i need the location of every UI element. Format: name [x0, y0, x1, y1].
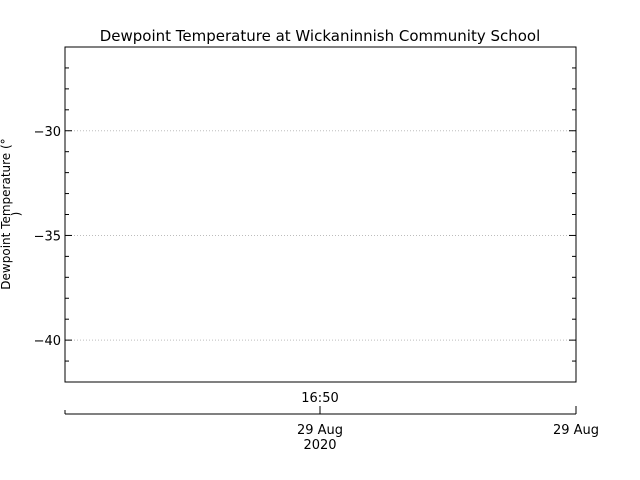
- y-tick-label: −30: [34, 125, 61, 140]
- y-tick-labels: −30 −35 −40: [34, 125, 61, 349]
- x-date-label-1: 29 Aug: [297, 423, 343, 438]
- axis-ticks: [65, 46, 576, 383]
- plot-area-frame: [64, 46, 577, 383]
- y-axis-label-line1: Dewpoint Temperature (°: [0, 138, 13, 289]
- x-date-label-1-year: 2020: [303, 438, 336, 453]
- x-date-label-2: 29 Aug: [553, 423, 599, 438]
- grid: [65, 130, 576, 341]
- x-time-label: 16:50: [301, 391, 338, 406]
- y-tick-label: −40: [34, 334, 61, 349]
- chart-title: Dewpoint Temperature at Wickaninnish Com…: [100, 27, 541, 45]
- y-tick-label: −35: [34, 229, 61, 244]
- y-axis-label: Dewpoint Temperature (° ): [0, 138, 23, 289]
- y-axis-label-line2: ): [9, 212, 23, 217]
